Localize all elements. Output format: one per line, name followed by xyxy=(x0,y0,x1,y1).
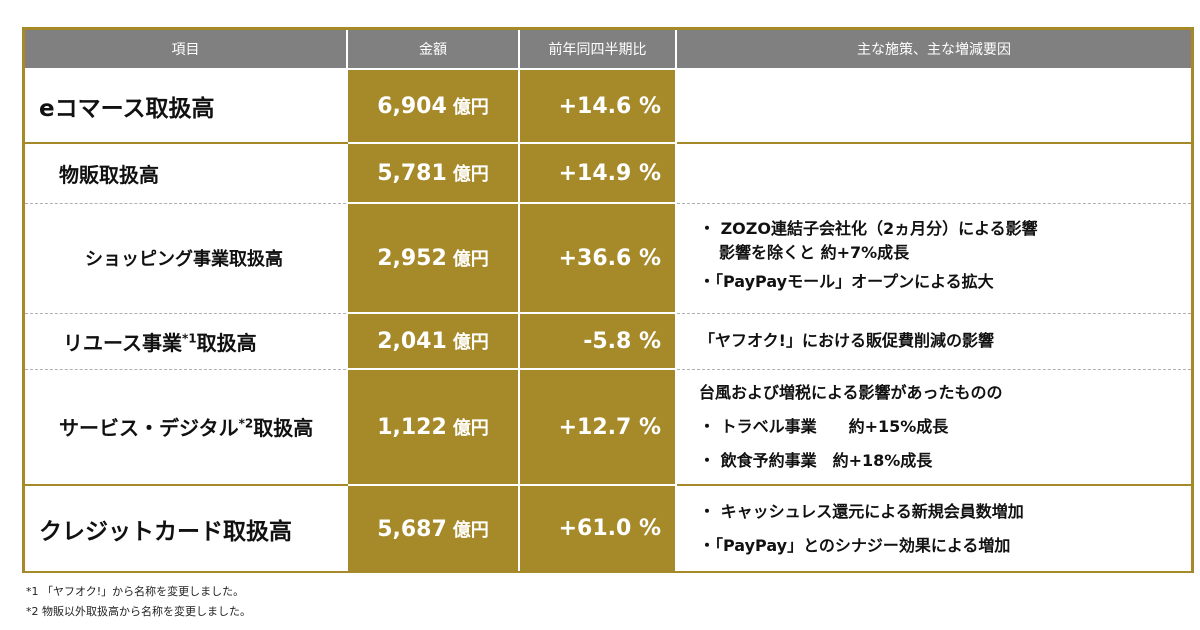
row-amount: 5,781 億円 xyxy=(347,143,520,204)
amount-value: 5,781 xyxy=(377,161,447,186)
row-label: リユース事業*1取扱高 xyxy=(25,313,348,370)
note-line: ・ ZOZO連結子会社化（2ヵ月分）による影響 xyxy=(699,219,1038,238)
label-text: 取扱高 xyxy=(196,330,257,355)
amount-value: 2,041 xyxy=(377,329,447,354)
amount-unit: 億円 xyxy=(452,164,489,185)
label-text: 取扱高 xyxy=(253,416,314,441)
row-label: 物販取扱高 xyxy=(25,143,348,204)
footnote-marker: *1 xyxy=(182,330,197,345)
amount-unit: 億円 xyxy=(452,418,489,439)
amount-value: 6,904 xyxy=(377,94,447,119)
row-yoy: -5.8 % xyxy=(519,313,677,370)
row-amount: 5,687 億円 xyxy=(347,485,520,571)
note-line: ・ トラベル事業 約+15%成長 xyxy=(699,416,949,436)
amount-value: 5,687 xyxy=(377,516,447,542)
row-yoy: +61.0 % xyxy=(519,485,677,571)
header-yoy: 前年同四半期比 xyxy=(519,30,677,70)
table-row-ecommerce: eコマース取扱高 6,904 億円 +14.6 % xyxy=(25,69,1191,144)
note-line: 台風および増税による影響があったものの xyxy=(699,382,1003,402)
results-table-frame: 項目 金額 前年同四半期比 主な施策、主な増減要因 eコマース取扱高 6,904… xyxy=(22,27,1194,573)
row-amount: 2,952 億円 xyxy=(347,203,520,314)
table-row-services: サービス・デジタル*2取扱高 1,122 億円 +12.7 % 台風および増税によ… xyxy=(25,369,1191,486)
row-notes: ・ ZOZO連結子会社化（2ヵ月分）による影響 影響を除くと 約+7%成長 ・「… xyxy=(676,203,1191,314)
label-text: サービス・デジタル xyxy=(59,416,239,441)
note-line: ・「PayPay」とのシナジー効果による増加 xyxy=(699,535,1011,555)
row-label: eコマース取扱高 xyxy=(25,69,348,144)
footnotes: *1 「ヤフオク!」から名称を変更しました。 *2 物販以外取扱高から名称を変更… xyxy=(26,582,251,622)
row-yoy: +14.6 % xyxy=(519,69,677,144)
row-yoy: +14.9 % xyxy=(519,143,677,204)
row-label: ショッピング事業取扱高 xyxy=(25,203,348,314)
row-notes xyxy=(676,69,1191,144)
note-line: 「ヤフオク!」における販促費削減の影響 xyxy=(699,331,994,350)
results-table: 項目 金額 前年同四半期比 主な施策、主な増減要因 eコマース取扱高 6,904… xyxy=(25,30,1191,571)
footnote: *2 物販以外取扱高から名称を変更しました。 xyxy=(26,605,251,618)
table-header-row: 項目 金額 前年同四半期比 主な施策、主な増減要因 xyxy=(25,30,1191,70)
note-line: ・ 飲食予約事業 約+18%成長 xyxy=(699,450,933,470)
row-amount: 1,122 億円 xyxy=(347,369,520,486)
amount-value: 2,952 xyxy=(377,246,447,271)
note-line: ・「PayPayモール」オープンによる拡大 xyxy=(699,272,994,291)
row-amount: 2,041 億円 xyxy=(347,313,520,370)
row-notes xyxy=(676,143,1191,204)
row-notes: ・ キャッシュレス還元による新規会員数増加 ・「PayPay」とのシナジー効果に… xyxy=(676,485,1191,571)
row-notes: 台風および増税による影響があったものの ・ トラベル事業 約+15%成長 ・ 飲… xyxy=(676,369,1191,486)
row-label: サービス・デジタル*2取扱高 xyxy=(25,369,348,486)
table-row-credit-card: クレジットカード取扱高 5,687 億円 +61.0 % ・ キャッシュレス還元に… xyxy=(25,485,1191,571)
row-label: クレジットカード取扱高 xyxy=(25,485,348,571)
row-amount: 6,904 億円 xyxy=(347,69,520,144)
header-item: 項目 xyxy=(25,30,348,70)
amount-value: 1,122 xyxy=(377,415,447,440)
table-row-reuse: リユース事業*1取扱高 2,041 億円 -5.8 % 「ヤフオク!」における販促… xyxy=(25,313,1191,370)
row-yoy: +36.6 % xyxy=(519,203,677,314)
footnote-marker: *2 xyxy=(238,416,254,431)
amount-unit: 億円 xyxy=(452,249,489,270)
header-notes: 主な施策、主な増減要因 xyxy=(676,30,1191,70)
table-row-goods: 物販取扱高 5,781 億円 +14.9 % xyxy=(25,143,1191,204)
row-yoy: +12.7 % xyxy=(519,369,677,486)
amount-unit: 億円 xyxy=(452,519,489,541)
footnote: *1 「ヤフオク!」から名称を変更しました。 xyxy=(26,585,245,598)
label-text: リユース事業 xyxy=(63,330,182,355)
table-row-shopping: ショッピング事業取扱高 2,952 億円 +36.6 % ・ ZOZO連結子会社化… xyxy=(25,203,1191,314)
amount-unit: 億円 xyxy=(452,332,489,353)
note-line: ・ キャッシュレス還元による新規会員数増加 xyxy=(699,501,1024,521)
row-notes: 「ヤフオク!」における販促費削減の影響 xyxy=(676,313,1191,370)
note-line: 影響を除くと 約+7%成長 xyxy=(719,243,910,262)
header-amount: 金額 xyxy=(347,30,520,70)
amount-unit: 億円 xyxy=(452,97,489,118)
